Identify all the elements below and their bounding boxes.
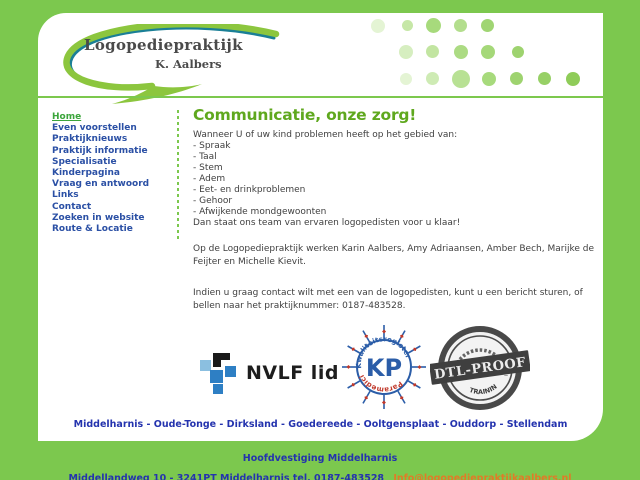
decorative-dot <box>454 19 467 32</box>
address-text: Middellandweg 10 - 3241PT Middelharnis t… <box>68 473 385 480</box>
locations-line: Middelharnis - Oude-Tonge - Dirksland - … <box>73 419 568 430</box>
sidebar-item-praktijk-informatie[interactable]: Praktijk informatie <box>52 145 148 156</box>
brand-name: Logopediepraktijk <box>84 36 243 54</box>
problem-item: - Gehoor <box>193 196 233 206</box>
nvlf-logo-icon <box>200 353 236 394</box>
outro-text: Dan staat ons team van ervaren logopedis… <box>193 218 461 228</box>
sidebar-item-route-locatie[interactable]: Route & Locatie <box>52 223 133 234</box>
sidebar-item-home[interactable]: Home <box>52 112 82 122</box>
sidebar-divider <box>177 110 179 242</box>
decorative-dot <box>481 19 494 32</box>
decorative-dot <box>566 72 580 86</box>
decorative-dot <box>426 18 441 33</box>
header-divider <box>38 96 603 98</box>
decorative-dot <box>426 72 439 85</box>
sidebar-item-vraag-en-antwoord[interactable]: Vraag en antwoord <box>52 179 150 190</box>
nvlf-badge-label: NVLF lid <box>246 362 339 384</box>
sidebar-item-zoeken[interactable]: Zoeken in website <box>52 212 145 223</box>
sidebar-item-specialisatie[interactable]: Specialisatie <box>52 156 117 167</box>
problem-item: - Spraak <box>193 141 231 151</box>
decorative-dot <box>452 70 470 88</box>
problem-item: - Afwijkende mondgewoonten <box>193 207 327 217</box>
decorative-dot <box>512 46 524 58</box>
problem-item: - Eet- en drinkproblemen <box>193 185 306 195</box>
sidebar-item-links[interactable]: Links <box>52 190 79 201</box>
problem-item: - Stem <box>193 163 223 173</box>
decorative-dot <box>400 73 412 85</box>
decorative-dot <box>538 72 551 85</box>
sidebar-nav: Home Even voorstellen Praktijknieuws Pra… <box>52 112 176 235</box>
kp-kwaliteitsregister-logo-icon: Kwaliteitsregister Paramedici KP <box>342 325 426 409</box>
address-line: Middellandweg 10 - 3241PT Middelharnis t… <box>0 473 640 480</box>
main-content: Wanneer U of uw kind problemen heeft op … <box>193 130 607 312</box>
decorative-dot <box>399 45 413 59</box>
sidebar-item-contact[interactable]: Contact <box>52 201 92 212</box>
team-paragraph: Op de Logopediepraktijk werken Karin Aal… <box>193 244 594 267</box>
decorative-dot <box>510 72 523 85</box>
main-office-heading: Hoofdvestiging Middelharnis <box>242 453 398 464</box>
email-link[interactable]: Info@logopediepraktijkaalbers.nl <box>393 473 572 480</box>
sidebar-item-even-voorstellen[interactable]: Even voorstellen <box>52 123 137 134</box>
svg-text:KP: KP <box>366 354 402 382</box>
decorative-dot <box>481 45 495 59</box>
brand-owner: K. Aalbers <box>155 57 222 71</box>
sidebar-item-kinderpagina[interactable]: Kinderpagina <box>52 167 120 178</box>
problem-item: - Adem <box>193 174 226 184</box>
decorative-dot <box>371 19 385 33</box>
decorative-dot <box>426 45 439 58</box>
intro-text: Wanneer U of uw kind problemen heeft op … <box>193 130 458 140</box>
problem-item: - Taal <box>193 152 217 162</box>
dtl-proof-logo-icon: DTL-PROOF TRAINING <box>430 324 530 410</box>
logo-swoosh-icon <box>63 24 280 104</box>
page-title: Communicatie, onze zorg! <box>193 106 417 124</box>
contact-paragraph: Indien u graag contact wilt met een van … <box>193 288 583 311</box>
decorative-dot <box>402 20 413 31</box>
decorative-dot <box>482 72 496 86</box>
sidebar-item-praktijknieuws[interactable]: Praktijknieuws <box>52 134 128 145</box>
decorative-dot <box>454 45 468 59</box>
